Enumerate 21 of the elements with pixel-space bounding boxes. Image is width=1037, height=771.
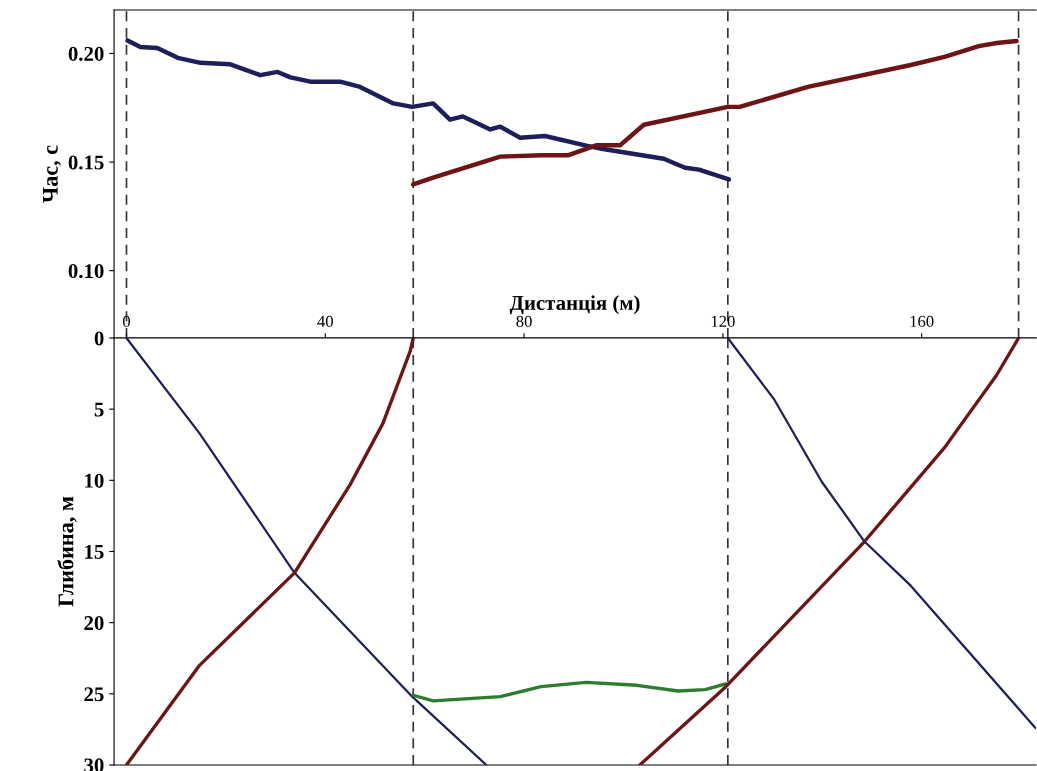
line-series bbox=[125, 38, 732, 182]
x-tick-label: 0 bbox=[122, 315, 131, 327]
y-tick-label: 0.15 bbox=[68, 155, 104, 170]
y-axis-title: Час, с bbox=[43, 145, 62, 203]
y-tick-label: 0.20 bbox=[68, 46, 104, 61]
line-series bbox=[411, 38, 1019, 187]
line-series bbox=[726, 338, 1036, 730]
x-tick-label: 160 bbox=[910, 315, 934, 327]
line-series bbox=[411, 680, 728, 703]
y-axis-title: Глибина, м bbox=[57, 496, 77, 607]
y-tick-label: 20 bbox=[84, 616, 104, 631]
x-tick-label: 40 bbox=[317, 315, 333, 327]
x-tick-label: 80 bbox=[516, 315, 532, 327]
y-tick-label: 10 bbox=[85, 473, 104, 488]
y-tick-label: 15 bbox=[85, 544, 104, 559]
x-axis-title: Дистанція (м) bbox=[509, 295, 640, 315]
y-tick-label: 25 bbox=[84, 687, 104, 702]
y-tick-label: 0 bbox=[94, 331, 104, 346]
y-tick-label: 5 bbox=[94, 402, 104, 417]
y-tick-label: 0.10 bbox=[68, 264, 104, 279]
x-tick-label: 120 bbox=[711, 315, 735, 327]
